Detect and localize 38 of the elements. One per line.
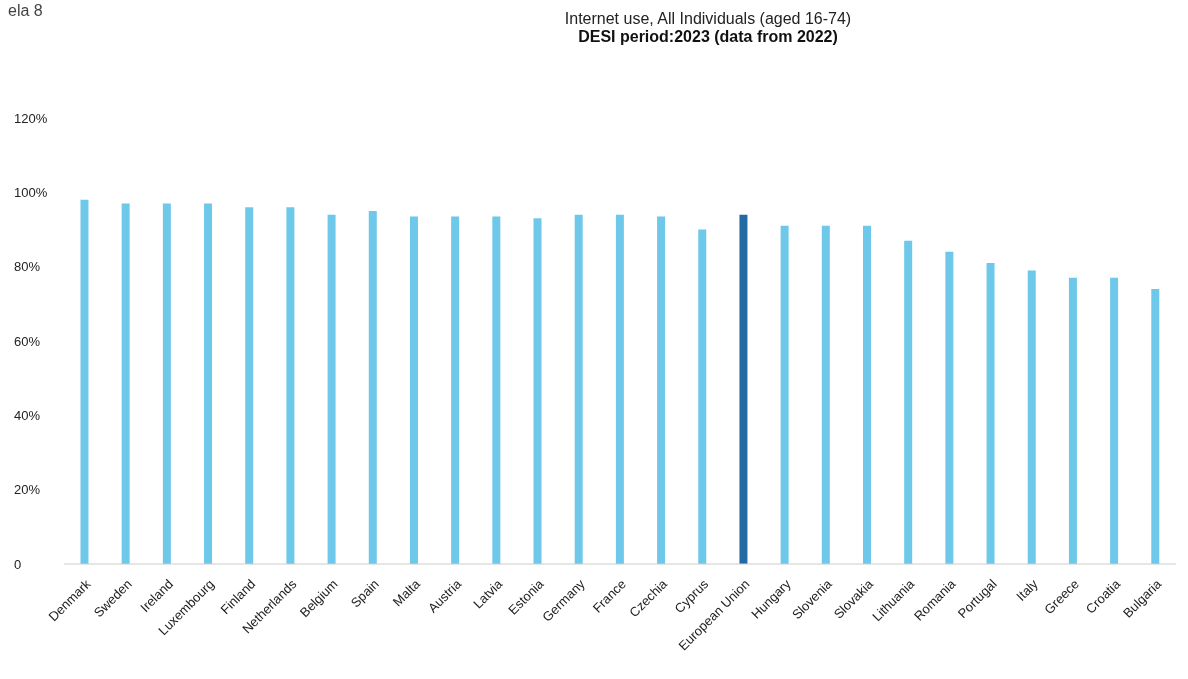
bar [1027,270,1036,564]
bar [945,251,954,564]
bar [574,214,583,564]
bar [286,207,295,564]
bar [986,262,995,564]
bar [121,203,130,564]
bar [533,218,542,564]
y-tick-label: 60% [14,333,41,349]
bar [904,240,913,564]
bar [451,216,460,564]
bar [739,214,748,564]
bar [204,203,213,564]
bar [80,199,89,564]
bar [368,210,377,564]
x-tick-label: Italy [1013,575,1042,604]
bar [1068,277,1077,564]
bar [615,214,624,564]
bar [698,229,707,564]
y-tick-label: 40% [14,407,41,423]
text: ela 8 [8,2,43,20]
y-tick-label: 120% [14,110,48,126]
bar [492,216,501,564]
bar [409,216,418,564]
bar [1151,288,1160,564]
y-tick-label: 20% [14,482,41,498]
bar [780,225,789,564]
bar [162,203,171,564]
bar [821,225,830,564]
y-tick-label: 100% [14,184,48,200]
chart-subtitle: DESI period:2023 (data from 2022) [577,28,839,46]
bar [862,225,871,564]
y-tick-label: 0 [14,556,22,572]
bar [245,207,254,564]
bar [327,214,336,564]
bar [657,216,666,564]
bar [1110,277,1119,564]
y-tick-label: 80% [14,259,41,275]
chart-title: Internet use, All Individuals (aged 16-74) [563,10,853,28]
